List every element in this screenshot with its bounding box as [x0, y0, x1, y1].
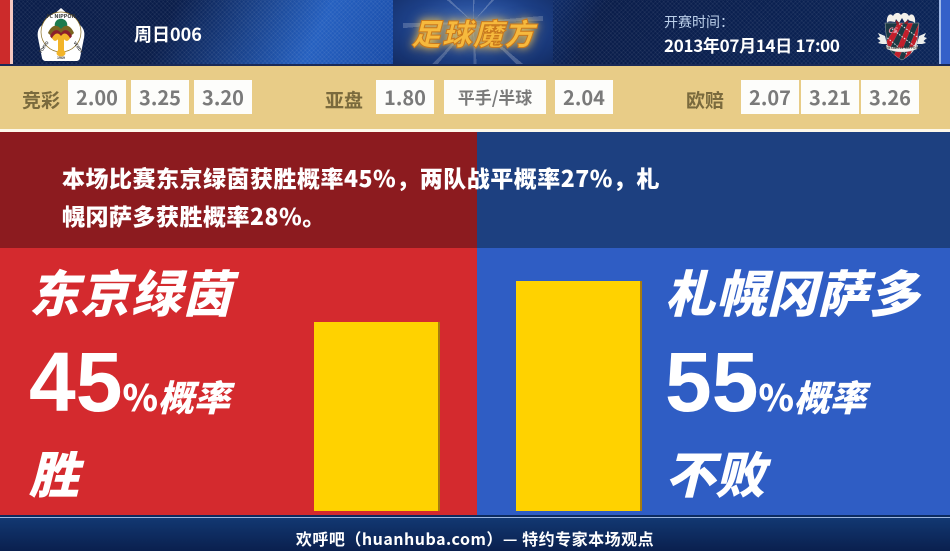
svg-text:FC NIPPON: FC NIPPON	[46, 12, 75, 20]
svg-text:CONSADOLE SAPPORO: CONSADOLE SAPPORO	[884, 46, 921, 50]
svg-text:1969: 1969	[57, 55, 65, 60]
svg-text:CS: CS	[888, 25, 899, 36]
